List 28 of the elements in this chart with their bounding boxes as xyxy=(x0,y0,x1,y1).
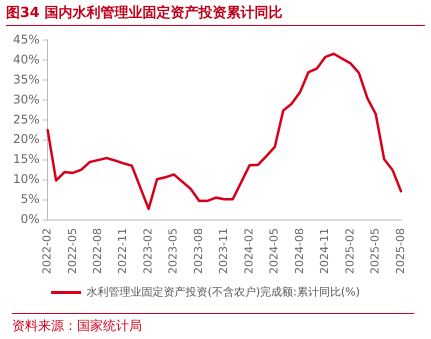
y-tick-label: 15% xyxy=(13,152,40,166)
legend-label: 水利管理业固定资产投资(不含农户)完成额:累计同比(%) xyxy=(86,285,360,298)
y-tick-label: 10% xyxy=(13,172,40,186)
y-tick-label: 45% xyxy=(13,32,40,46)
x-tick-label: 2022-02 xyxy=(40,228,54,274)
y-tick-label: 5% xyxy=(20,192,40,206)
x-tick-label: 2025-02 xyxy=(343,228,356,274)
x-tick-label: 2022-11 xyxy=(116,228,130,274)
chart-title: 图34 国内水利管理业固定资产投资累计同比 xyxy=(6,4,425,26)
x-tick-label: 2024-08 xyxy=(292,228,306,274)
y-tick-label: 0% xyxy=(20,212,40,226)
x-tick-label: 2024-11 xyxy=(318,228,332,274)
x-tick-label: 2023-05 xyxy=(166,228,180,274)
x-tick-label: 2024-02 xyxy=(242,228,256,274)
x-tick-label: 2023-11 xyxy=(217,228,230,274)
x-tick-label: 2022-08 xyxy=(91,228,104,274)
x-tick-label: 2025-08 xyxy=(394,228,407,274)
y-tick-label: 40% xyxy=(13,52,40,66)
x-tick-label: 2025-05 xyxy=(368,228,382,274)
y-tick-label: 25% xyxy=(13,112,40,126)
y-tick-label: 30% xyxy=(13,92,40,106)
x-tick-label: 2024-05 xyxy=(268,228,281,274)
x-tick-label: 2023-08 xyxy=(192,228,205,274)
x-tick-label: 2022-05 xyxy=(66,228,79,274)
x-tick-label: 2023-02 xyxy=(141,228,154,274)
y-tick-label: 20% xyxy=(13,132,40,146)
y-tick-label: 35% xyxy=(13,72,40,86)
text: 资料来源：国家统计局 xyxy=(12,313,414,335)
